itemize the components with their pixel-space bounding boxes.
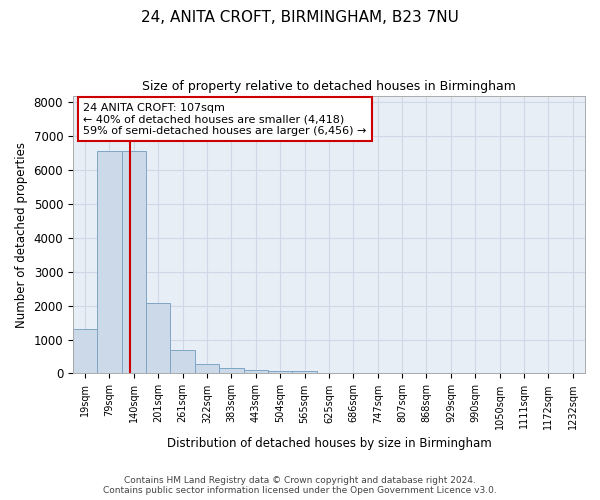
Title: Size of property relative to detached houses in Birmingham: Size of property relative to detached ho… [142,80,516,93]
Bar [122,152,146,374]
Text: Contains HM Land Registry data © Crown copyright and database right 2024.
Contai: Contains HM Land Registry data © Crown c… [103,476,497,495]
X-axis label: Distribution of detached houses by size in Birmingham: Distribution of detached houses by size … [167,437,491,450]
Text: 24, ANITA CROFT, BIRMINGHAM, B23 7NU: 24, ANITA CROFT, BIRMINGHAM, B23 7NU [141,10,459,25]
Bar [97,152,122,374]
Bar [219,368,244,374]
Text: 24 ANITA CROFT: 107sqm
← 40% of detached houses are smaller (4,418)
59% of semi-: 24 ANITA CROFT: 107sqm ← 40% of detached… [83,102,367,136]
Bar [195,364,219,374]
Bar [292,372,317,374]
Bar [244,370,268,374]
Bar [170,350,195,374]
Bar [73,330,97,374]
Bar [268,372,292,374]
Bar [146,303,170,374]
Y-axis label: Number of detached properties: Number of detached properties [15,142,28,328]
